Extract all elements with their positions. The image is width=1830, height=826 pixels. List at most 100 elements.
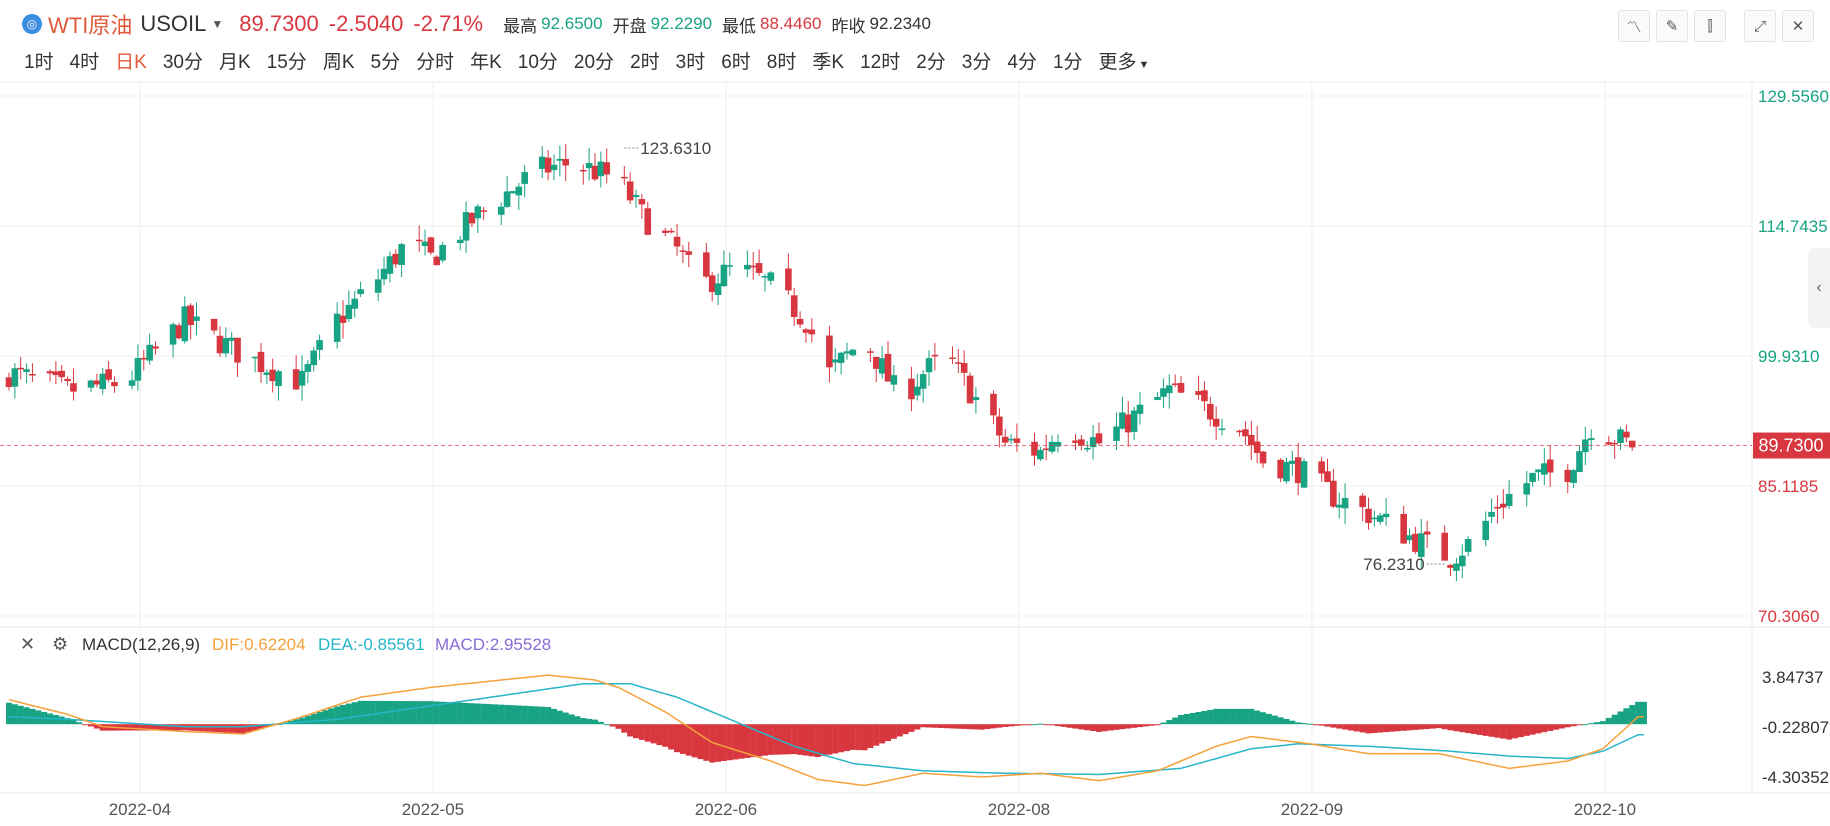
tab-period-19[interactable]: 3分 bbox=[961, 52, 992, 73]
candle-body bbox=[187, 305, 194, 326]
tab-period-9[interactable]: 年K bbox=[470, 52, 502, 73]
macd-histogram-bar bbox=[1517, 724, 1524, 738]
tab-period-18[interactable]: 2分 bbox=[916, 52, 946, 73]
candle-body bbox=[29, 374, 36, 376]
tab-period-3[interactable]: 30分 bbox=[162, 52, 203, 73]
candle-body bbox=[1248, 434, 1255, 446]
tab-period-10[interactable]: 10分 bbox=[517, 52, 558, 73]
tab-period-4[interactable]: 月K bbox=[218, 52, 251, 73]
candle-body bbox=[228, 337, 235, 341]
expand-icon[interactable]: ⤢ bbox=[1744, 10, 1776, 42]
tab-period-7[interactable]: 5分 bbox=[370, 52, 401, 73]
candle-body bbox=[1072, 440, 1079, 443]
macd-histogram-bar bbox=[357, 700, 364, 725]
open-value: 92.2290 bbox=[650, 14, 713, 33]
candle-body bbox=[11, 368, 19, 387]
candle-body bbox=[1042, 448, 1050, 451]
macd-histogram-bar bbox=[52, 715, 59, 725]
macd-histogram-bar bbox=[129, 724, 136, 731]
macd-histogram-bar bbox=[1435, 724, 1442, 729]
macd-histogram-bar bbox=[568, 714, 575, 725]
macd-histogram-bar bbox=[633, 724, 640, 739]
macd-histogram-bar bbox=[228, 724, 235, 733]
candle-body bbox=[275, 371, 282, 387]
macd-histogram-bar bbox=[392, 701, 399, 725]
tab-period-12[interactable]: 2时 bbox=[630, 52, 660, 73]
chevron-left-icon[interactable]: ‹ bbox=[1808, 248, 1830, 328]
more-periods-button[interactable]: 更多 ▼ bbox=[1098, 52, 1150, 73]
macd-histogram-bar bbox=[826, 724, 833, 755]
symbol-code[interactable]: USOIL bbox=[140, 11, 207, 36]
macd-histogram-bar bbox=[1101, 724, 1108, 732]
macd-histogram-bar bbox=[29, 708, 36, 725]
chevron-down-icon[interactable]: ▼ bbox=[211, 17, 224, 31]
tab-period-20[interactable]: 4分 bbox=[1007, 52, 1037, 73]
macd-histogram-bar bbox=[316, 712, 323, 725]
x-tick-label: 2022-05 bbox=[402, 800, 464, 819]
macd-histogram-bar bbox=[1178, 715, 1184, 725]
macd-histogram-bar bbox=[293, 719, 300, 725]
candle-body bbox=[439, 244, 446, 261]
tab-period-15[interactable]: 8时 bbox=[766, 52, 797, 73]
gear-icon: ⚙ bbox=[52, 634, 68, 654]
candle-body bbox=[175, 325, 183, 339]
tab-period-8[interactable]: 分时 bbox=[416, 52, 455, 73]
macd-histogram-bar bbox=[1535, 724, 1542, 734]
tab-period-1[interactable]: 4时 bbox=[69, 52, 100, 73]
candle-body bbox=[597, 161, 605, 177]
draw-icon[interactable]: ✎ bbox=[1656, 10, 1688, 42]
macd-histogram-bar bbox=[70, 720, 77, 725]
macd-histogram-bar bbox=[1166, 720, 1173, 725]
candle-body bbox=[292, 369, 300, 390]
tab-period-5[interactable]: 15分 bbox=[266, 52, 307, 73]
close-icon[interactable]: ✕ bbox=[1782, 10, 1814, 42]
tab-period-16[interactable]: 季K bbox=[812, 52, 845, 73]
macd-histogram-bar bbox=[1342, 724, 1349, 730]
price-y-tick-label: 129.5560 bbox=[1758, 87, 1829, 106]
candle-body bbox=[1576, 451, 1583, 473]
tab-period-13[interactable]: 3时 bbox=[675, 52, 706, 73]
macd-histogram-bar bbox=[1277, 717, 1284, 725]
candle-body bbox=[826, 335, 833, 368]
macd-histogram-bar bbox=[556, 710, 563, 725]
candle-body bbox=[1341, 497, 1349, 509]
candle-body bbox=[1535, 469, 1542, 473]
macd-histogram-bar bbox=[1336, 724, 1343, 729]
candle-body bbox=[790, 295, 798, 318]
macd-histogram-bar bbox=[222, 724, 229, 733]
macd-histogram-bar bbox=[199, 724, 206, 732]
macd-histogram-bar bbox=[650, 724, 657, 744]
tab-period-0[interactable]: 1时 bbox=[24, 52, 54, 73]
macd-histogram-bar bbox=[621, 724, 628, 733]
candle-body bbox=[1324, 471, 1331, 483]
candle-body bbox=[1628, 440, 1636, 448]
tab-period-11[interactable]: 20分 bbox=[573, 52, 615, 73]
macd-histogram-bar bbox=[1242, 708, 1249, 725]
macd-histogram-bar bbox=[1207, 709, 1214, 725]
candle-body bbox=[1529, 472, 1536, 483]
tab-period-14[interactable]: 6时 bbox=[721, 52, 751, 73]
macd-dif-label: DIF:0.62204 bbox=[212, 635, 306, 654]
candle-style-icon[interactable]: ⫿ bbox=[1694, 10, 1726, 42]
macd-histogram-bar bbox=[1049, 724, 1056, 726]
macd-histogram-bar bbox=[978, 724, 985, 730]
candle-body bbox=[749, 265, 757, 268]
tab-period-6[interactable]: 周K bbox=[322, 52, 355, 73]
candle-body bbox=[1330, 480, 1337, 507]
candle-body bbox=[949, 357, 956, 359]
candle-body bbox=[93, 380, 101, 385]
tab-period-2[interactable]: 日K bbox=[115, 52, 147, 73]
indicator-icon[interactable]: 〽 bbox=[1618, 10, 1650, 42]
close-icon: ✕ bbox=[20, 634, 35, 654]
candle-body bbox=[1412, 533, 1419, 552]
candle-body bbox=[990, 393, 997, 416]
macd-histogram-bar bbox=[1347, 724, 1354, 731]
tab-period-21[interactable]: 1分 bbox=[1052, 52, 1083, 73]
tab-period-17[interactable]: 12时 bbox=[860, 52, 901, 73]
candle-body bbox=[1605, 442, 1613, 445]
candle-body bbox=[550, 164, 558, 171]
macd-histogram-bar bbox=[1125, 724, 1132, 729]
macd-histogram-bar bbox=[1265, 713, 1272, 725]
macd-histogram-bar bbox=[240, 724, 247, 734]
